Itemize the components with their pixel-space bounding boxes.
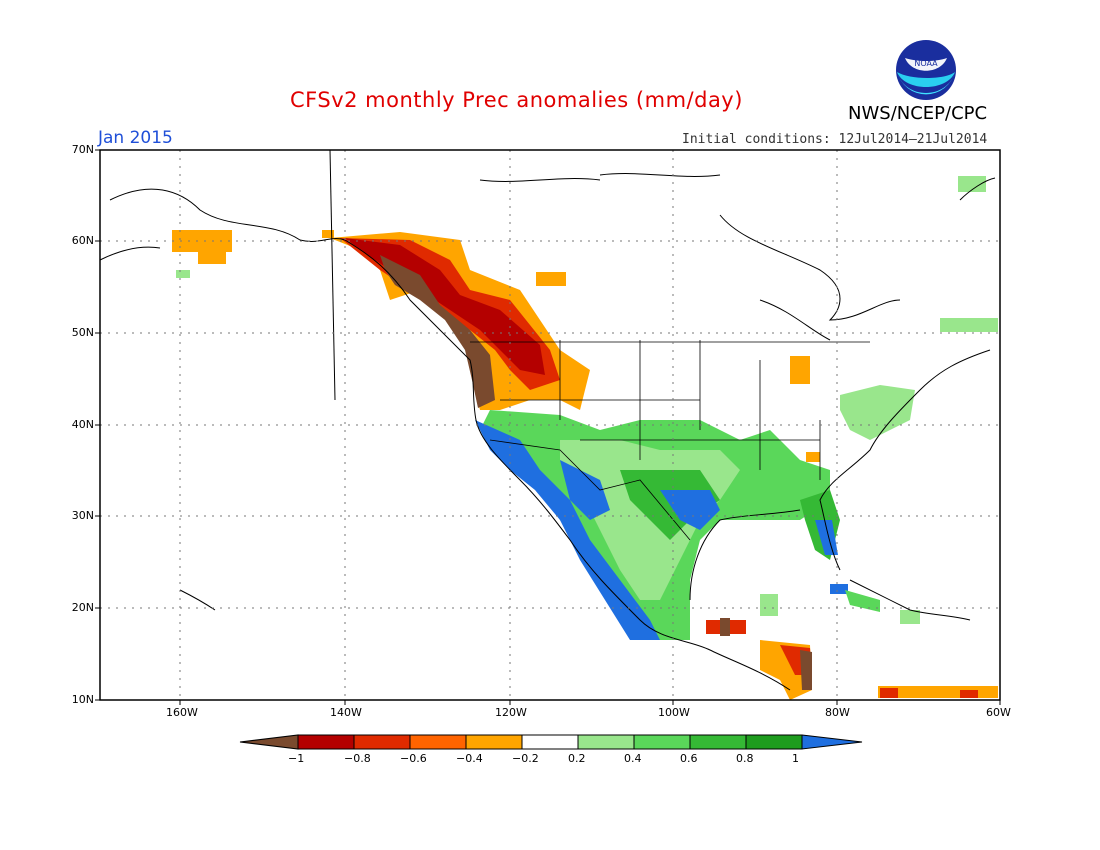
colorbar-label: −0.8: [344, 752, 371, 765]
svg-text:NOAA: NOAA: [914, 59, 938, 68]
colorbar-label: −0.4: [456, 752, 483, 765]
lat-label: 10N: [71, 693, 94, 706]
lat-label: 60N: [71, 234, 94, 247]
gridlines: [100, 150, 1000, 700]
colorbar-label: 0.4: [624, 752, 642, 765]
colorbar-segment: [465, 734, 523, 750]
lon-label: 140W: [330, 706, 362, 719]
colorbar-segment: [297, 734, 355, 750]
lat-label: 70N: [71, 143, 94, 156]
colorbar-label: 1: [792, 752, 799, 765]
agency-label: NWS/NCEP/CPC: [848, 103, 988, 124]
borders: [470, 340, 870, 541]
page-title: CFSv2 monthly Prec anomalies (mm/day): [290, 88, 743, 112]
colorbar-segment: [577, 734, 635, 750]
lon-label: 80W: [825, 706, 850, 719]
colorbar-label: 0.8: [736, 752, 754, 765]
colorbar-label: 0.2: [568, 752, 586, 765]
colorbar-label: −0.6: [400, 752, 427, 765]
initial-conditions: Initial conditions: 12Jul2014–21Jul2014: [682, 132, 988, 147]
colorbar-segment: [409, 734, 467, 750]
lon-label: 60W: [986, 706, 1011, 719]
lon-label: 120W: [495, 706, 527, 719]
noaa-logo: NOAA: [896, 40, 956, 100]
colorbar-segment: [353, 734, 411, 750]
colorbar-segment: [745, 734, 803, 750]
colorbar-label: 0.6: [680, 752, 698, 765]
colorbar-segment: [633, 734, 691, 750]
lat-label: 40N: [71, 418, 94, 431]
anomaly-field: [172, 176, 998, 700]
lat-label: 30N: [71, 509, 94, 522]
coastlines: [99, 149, 996, 691]
lat-label: 20N: [71, 601, 94, 614]
lat-label: 50N: [71, 326, 94, 339]
forecast-month: Jan 2015: [98, 128, 173, 148]
colorbar-arrow-right: [801, 734, 863, 750]
colorbar-arrow-left: [239, 734, 299, 750]
colorbar-segment: [689, 734, 747, 750]
colorbar-segment: [521, 734, 579, 750]
lon-label: 160W: [166, 706, 198, 719]
colorbar-label: −1: [288, 752, 305, 765]
colorbar-label: −0.2: [512, 752, 539, 765]
lon-label: 100W: [658, 706, 690, 719]
colorbar: [239, 734, 863, 750]
